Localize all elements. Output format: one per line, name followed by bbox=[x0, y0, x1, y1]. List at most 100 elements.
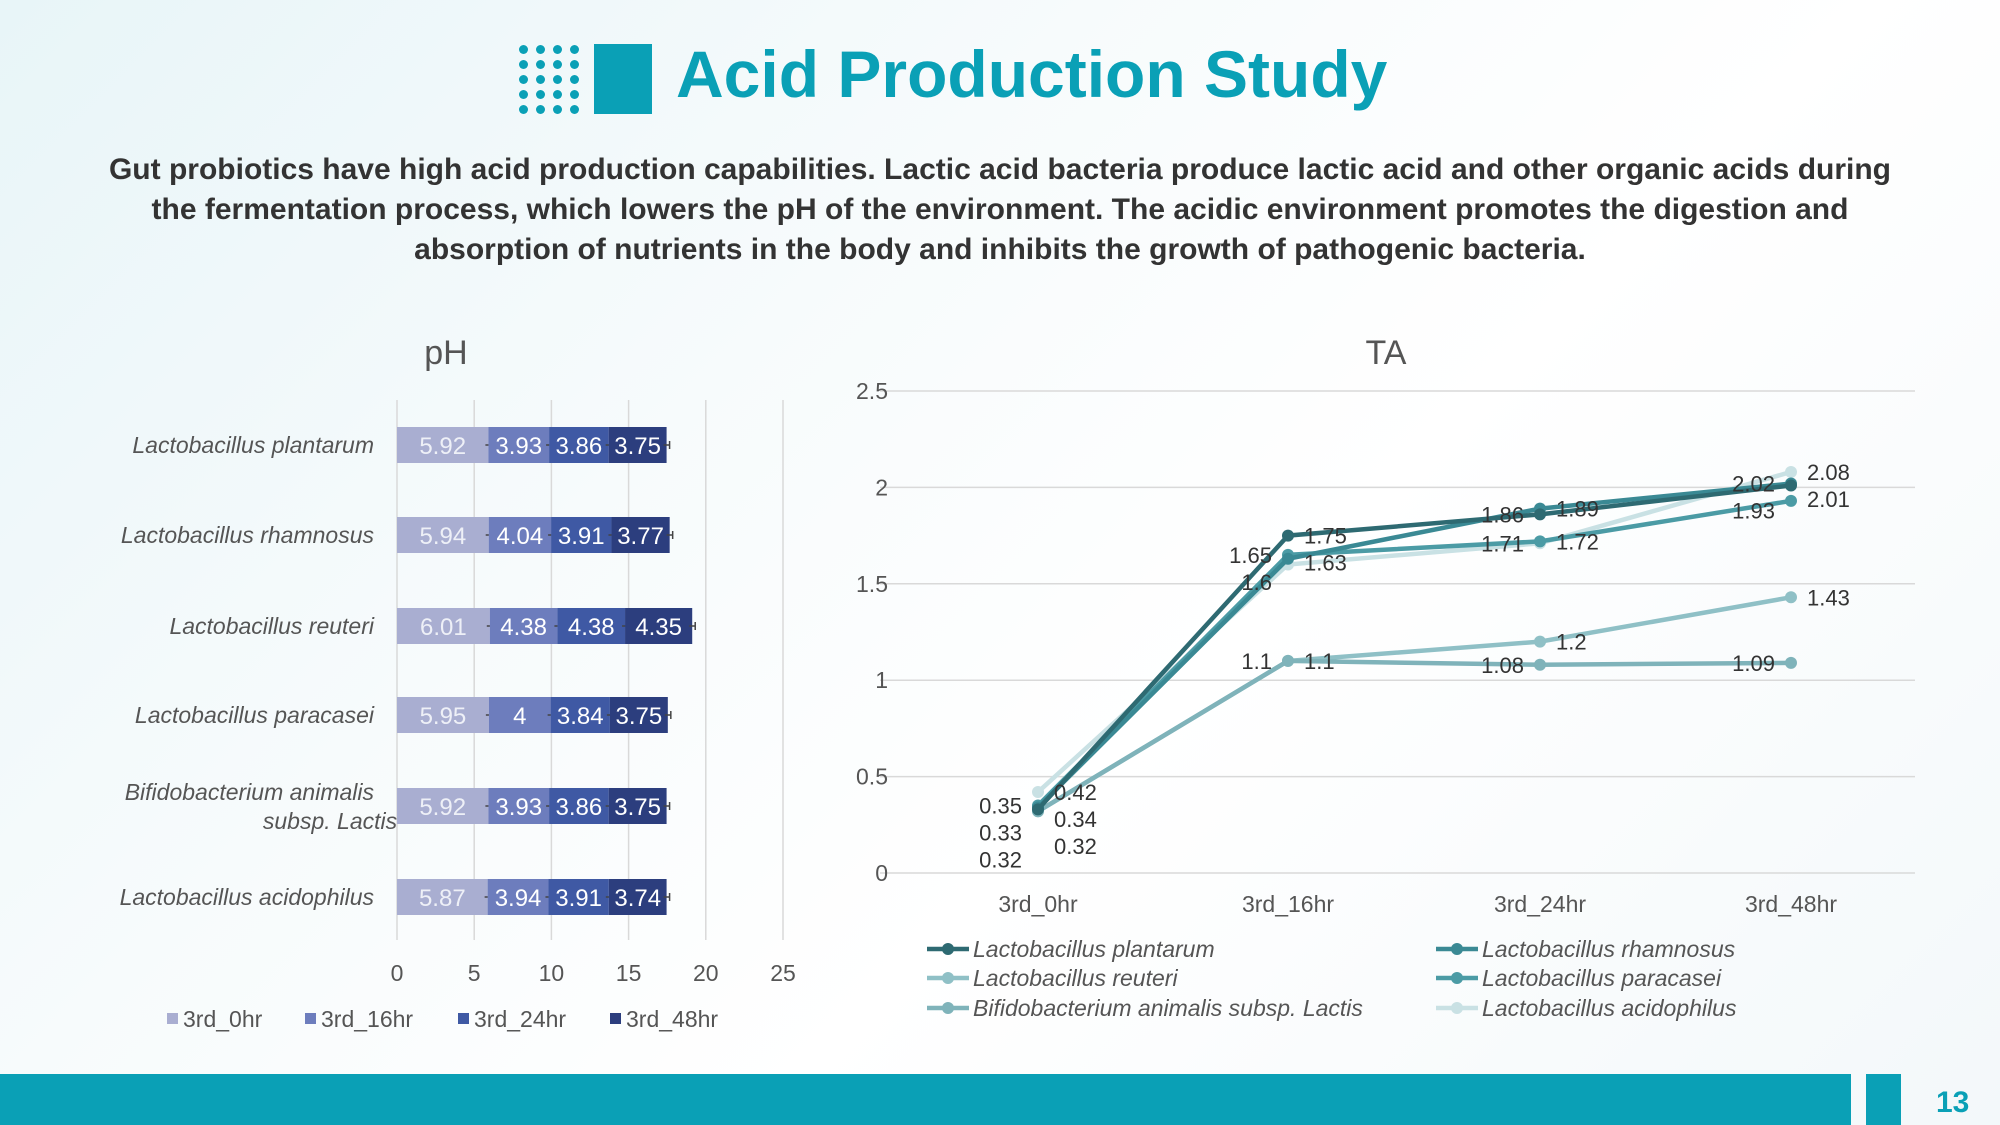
ph-bar-segment bbox=[557, 608, 626, 644]
dot bbox=[519, 75, 528, 84]
ta-data-label: 1.43 bbox=[1807, 585, 1850, 610]
ph-bar-segment bbox=[397, 608, 490, 644]
footer-block bbox=[1866, 1074, 1901, 1125]
ph-bar-segment bbox=[397, 697, 489, 733]
ta-legend-marker bbox=[1451, 972, 1463, 984]
ta-legend-label: Lactobacillus acidophilus bbox=[1482, 995, 1737, 1021]
ta-data-point bbox=[1282, 529, 1294, 542]
ta-x-tick-label: 3rd_16hr bbox=[1242, 891, 1334, 917]
ta-data-label: 1.89 bbox=[1556, 497, 1599, 522]
ph-legend-label: 3rd_24hr bbox=[474, 1006, 566, 1032]
ph-bar-segment bbox=[397, 427, 489, 463]
ph-bar-label: 3.74 bbox=[614, 885, 661, 912]
dot bbox=[553, 90, 562, 99]
ph-bar-label: 3.93 bbox=[495, 433, 542, 460]
ph-bar-label: 5.92 bbox=[419, 794, 466, 821]
ph-bar-segment bbox=[611, 517, 670, 553]
ta-data-point bbox=[1785, 479, 1797, 492]
ta-legend-label: Bifidobacterium animalis subsp. Lactis bbox=[973, 995, 1363, 1021]
ta-series-line bbox=[1036, 483, 1792, 811]
ta-data-point bbox=[1534, 658, 1546, 671]
ta-legend-marker bbox=[1451, 1002, 1463, 1014]
dot-grid-decoration bbox=[519, 45, 581, 115]
dot bbox=[553, 60, 562, 69]
ph-bar-label: 4.35 bbox=[635, 614, 682, 641]
square-decoration bbox=[594, 44, 652, 114]
ta-series-line bbox=[1036, 658, 1792, 814]
ta-data-label: 1.6 bbox=[1241, 570, 1272, 595]
ph-bar-label: 5.94 bbox=[419, 523, 466, 550]
ph-bar-segment bbox=[550, 697, 610, 733]
ph-category-label: Lactobacillus paracasei bbox=[135, 702, 375, 728]
ph-bar-label: 3.91 bbox=[558, 523, 605, 550]
ta-legend-label: Lactobacillus plantarum bbox=[973, 936, 1215, 962]
ph-bar-segment bbox=[397, 879, 488, 915]
ph-bar-segment bbox=[549, 427, 609, 463]
ph-bar-segment bbox=[488, 788, 550, 824]
ph-category-label: subsp. Lactis bbox=[263, 808, 398, 834]
ta-data-point bbox=[1032, 803, 1044, 816]
ph-bar-segment bbox=[609, 697, 668, 733]
footer-bar bbox=[0, 1074, 1851, 1125]
description-text: Gut probiotics have high acid production… bbox=[108, 153, 1892, 266]
ta-data-point bbox=[1785, 656, 1797, 669]
ta-data-point bbox=[1534, 508, 1546, 521]
ph-category-label: Lactobacillus rhamnosus bbox=[121, 522, 375, 548]
ph-bar-label: 4.38 bbox=[568, 614, 615, 641]
ph-legend-label: 3rd_48hr bbox=[626, 1006, 718, 1032]
dot bbox=[536, 45, 545, 54]
dot bbox=[570, 45, 579, 54]
ta-data-point bbox=[1282, 654, 1294, 667]
ta-data-point bbox=[1032, 786, 1044, 799]
dot bbox=[553, 105, 562, 114]
ph-bar-label: 3.86 bbox=[556, 433, 603, 460]
ta-series-line bbox=[1036, 595, 1792, 814]
dot bbox=[536, 105, 545, 114]
ph-legend-swatch bbox=[458, 1013, 469, 1024]
ph-bar-label: 3.75 bbox=[614, 433, 661, 460]
ph-bar-label: 3.75 bbox=[614, 794, 661, 821]
ph-legend-label: 3rd_0hr bbox=[183, 1006, 263, 1032]
ta-legend-label: Lactobacillus rhamnosus bbox=[1482, 936, 1736, 962]
ta-data-label: 0.32 bbox=[1054, 834, 1097, 859]
dot bbox=[519, 90, 528, 99]
ta-data-label: 2.01 bbox=[1807, 487, 1850, 512]
ph-legend-swatch bbox=[167, 1013, 178, 1024]
ph-bar-label: 3.77 bbox=[617, 523, 664, 550]
ta-x-tick-label: 3rd_24hr bbox=[1494, 891, 1586, 917]
dot bbox=[536, 90, 545, 99]
ph-bar-label: 4 bbox=[513, 703, 526, 730]
ta-data-label: 0.34 bbox=[1054, 807, 1097, 832]
ta-data-point bbox=[1534, 535, 1546, 548]
ta-data-point bbox=[1785, 591, 1797, 604]
ph-bar-segment bbox=[608, 788, 667, 824]
ta-legend-label: Lactobacillus paracasei bbox=[1482, 965, 1722, 991]
dot bbox=[553, 75, 562, 84]
ta-y-tick-label: 0 bbox=[875, 860, 888, 886]
ta-data-label: 1.09 bbox=[1732, 651, 1775, 676]
ta-data-label: 1.75 bbox=[1304, 524, 1347, 549]
ta-y-tick-label: 1.5 bbox=[856, 571, 888, 597]
ta-chart-title: TA bbox=[1366, 334, 1407, 372]
ph-bar-label: 6.01 bbox=[420, 614, 467, 641]
ta-data-label: 0.33 bbox=[979, 821, 1022, 846]
ph-bar-label: 3.94 bbox=[495, 885, 542, 912]
ph-bar-label: 4.38 bbox=[500, 614, 547, 641]
ta-legend-marker bbox=[942, 1002, 954, 1014]
dot bbox=[536, 75, 545, 84]
ta-y-tick-label: 2 bbox=[875, 474, 888, 500]
ta-data-label: 1.93 bbox=[1732, 499, 1775, 524]
ph-category-label: Bifidobacterium animalis bbox=[125, 779, 375, 805]
ta-data-label: 0.35 bbox=[979, 794, 1022, 819]
ta-x-tick-label: 3rd_48hr bbox=[1745, 891, 1837, 917]
ta-data-point bbox=[1534, 635, 1546, 648]
ph-bar-segment bbox=[489, 608, 558, 644]
ph-bar-label: 5.92 bbox=[419, 433, 466, 460]
ta-legend-marker bbox=[942, 972, 954, 984]
ph-bar-segment bbox=[608, 427, 667, 463]
ph-chart-title: pH bbox=[424, 334, 467, 372]
ph-legend-label: 3rd_16hr bbox=[321, 1006, 413, 1032]
ph-bar-label: 4.04 bbox=[497, 523, 544, 550]
ta-y-tick-label: 2.5 bbox=[856, 378, 888, 404]
